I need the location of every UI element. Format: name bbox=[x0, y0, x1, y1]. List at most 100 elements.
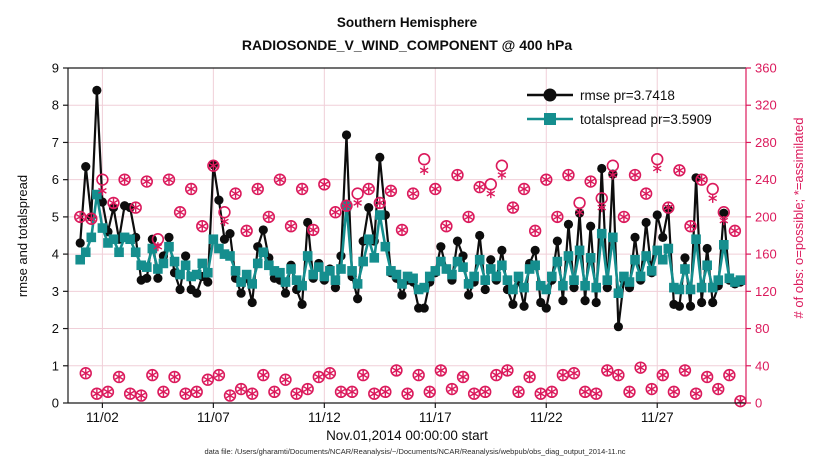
obs-possible-marker bbox=[417, 152, 431, 166]
asterisk-spoke bbox=[586, 178, 595, 185]
totalspread-marker bbox=[325, 266, 335, 276]
obs-possible-marker bbox=[595, 192, 608, 205]
totalspread-marker bbox=[696, 282, 707, 293]
obs-assimilated-marker bbox=[430, 184, 440, 194]
obs-possible-marker bbox=[628, 168, 642, 182]
asterisk-spoke bbox=[553, 213, 562, 220]
totalspread-marker bbox=[552, 256, 563, 267]
totalspread-marker bbox=[452, 256, 463, 267]
obs-assimilated-marker bbox=[614, 370, 623, 380]
totalspread-marker bbox=[558, 280, 568, 291]
x-tick-label: 11/27 bbox=[641, 410, 674, 425]
obs-possible-marker bbox=[551, 210, 564, 224]
obs-possible-marker bbox=[162, 173, 176, 186]
rmse-marker bbox=[658, 232, 668, 242]
totalspread-marker bbox=[680, 264, 690, 274]
totalspread-marker bbox=[92, 189, 102, 200]
obs-possible-marker bbox=[528, 224, 542, 238]
asterisk-spoke bbox=[225, 392, 235, 399]
asterisk-spoke bbox=[691, 390, 701, 397]
obs-possible-marker bbox=[85, 212, 98, 225]
obs-possible-marker bbox=[501, 364, 514, 377]
obs-possible-marker bbox=[212, 368, 226, 382]
y-left-tick-label: 4 bbox=[52, 247, 59, 262]
obs-assimilated-marker bbox=[425, 387, 435, 397]
obs-assimilated-marker bbox=[308, 225, 318, 235]
obs-possible-marker bbox=[234, 382, 248, 396]
obs-possible-marker bbox=[662, 201, 675, 214]
asterisk-spoke bbox=[247, 390, 257, 397]
obs-assimilated-marker bbox=[153, 242, 163, 252]
obs-possible-marker bbox=[395, 223, 409, 237]
data-file-footnote: data file: /Users/gharamti/Documents/NCA… bbox=[204, 447, 625, 456]
totalspread-marker bbox=[375, 210, 385, 220]
asterisk-spoke bbox=[663, 204, 673, 211]
obs-possible-marker bbox=[689, 387, 703, 400]
totalspread-marker bbox=[363, 234, 374, 245]
asterisk-spoke bbox=[86, 215, 96, 222]
x-axis-label: Nov.01,2014 00:00:00 start bbox=[326, 428, 488, 443]
rmse-marker bbox=[558, 296, 568, 306]
obs-assimilated-marker bbox=[397, 225, 407, 235]
obs-assimilated-marker bbox=[641, 189, 651, 199]
totalspread-marker bbox=[119, 232, 130, 243]
totalspread-marker bbox=[735, 275, 746, 285]
y-right-tick-label: 280 bbox=[755, 135, 777, 150]
obs-assimilated-marker bbox=[303, 384, 313, 394]
asterisk-spoke bbox=[342, 202, 351, 209]
totalspread-marker bbox=[508, 284, 518, 295]
obs-possible-marker bbox=[107, 196, 120, 210]
obs-possible-marker bbox=[695, 173, 708, 186]
totalspread-marker bbox=[136, 260, 147, 271]
rmse-marker bbox=[569, 283, 579, 293]
rmse-marker bbox=[552, 236, 562, 246]
y-right-tick-label: 240 bbox=[755, 172, 777, 187]
asterisk-spoke bbox=[381, 388, 390, 395]
obs-assimilated-marker bbox=[586, 176, 595, 187]
rmse-marker bbox=[536, 297, 546, 308]
asterisk-spoke bbox=[303, 386, 313, 392]
obs-possible-marker bbox=[340, 199, 353, 212]
asterisk-spoke bbox=[414, 372, 423, 378]
asterisk-spoke bbox=[469, 390, 479, 397]
asterisk-spoke bbox=[120, 176, 129, 183]
totalspread-marker bbox=[513, 271, 524, 282]
asterisk-spoke bbox=[697, 176, 706, 183]
obs-possible-marker bbox=[667, 385, 681, 399]
obs-assimilated-marker bbox=[125, 389, 135, 399]
obs-assimilated-marker bbox=[514, 387, 523, 397]
chart-legend: rmse pr=3.7418 totalspread pr=3.5909 bbox=[527, 88, 712, 127]
totalspread-marker bbox=[386, 266, 396, 276]
y-right-tick-label: 160 bbox=[755, 247, 777, 262]
totalspread-marker bbox=[108, 234, 119, 245]
obs-possible-marker bbox=[423, 385, 436, 399]
y-right-tick-label: 320 bbox=[755, 98, 777, 113]
obs-possible-marker bbox=[140, 175, 153, 188]
rmse-marker bbox=[236, 288, 246, 298]
totalspread-marker bbox=[691, 234, 701, 245]
asterisk-spoke bbox=[658, 372, 668, 378]
asterisk-spoke bbox=[369, 390, 379, 397]
rmse-marker bbox=[330, 283, 341, 293]
obs-possible-marker bbox=[390, 364, 403, 377]
rmse-marker bbox=[436, 242, 446, 252]
totalspread-marker bbox=[574, 245, 585, 256]
totalspread-marker bbox=[313, 262, 324, 272]
rmse-marker bbox=[497, 245, 507, 255]
asterisk-spoke bbox=[591, 390, 601, 397]
asterisk-spoke bbox=[436, 367, 446, 374]
asterisk-spoke bbox=[486, 190, 496, 197]
obs-assimilated-marker bbox=[491, 370, 501, 380]
asterisk-spoke bbox=[708, 195, 718, 202]
asterisk-spoke bbox=[186, 186, 196, 192]
obs-assimilated-marker bbox=[652, 163, 662, 174]
obs-assimilated-marker bbox=[447, 384, 457, 394]
asterisk-spoke bbox=[719, 217, 729, 224]
totalspread-marker bbox=[707, 282, 718, 293]
asterisk-spoke bbox=[270, 388, 279, 395]
asterisk-spoke bbox=[564, 172, 573, 178]
totalspread-marker bbox=[674, 284, 685, 295]
obs-possible-marker bbox=[462, 210, 475, 224]
asterisk-spoke bbox=[275, 176, 285, 183]
asterisk-spoke bbox=[442, 223, 451, 230]
